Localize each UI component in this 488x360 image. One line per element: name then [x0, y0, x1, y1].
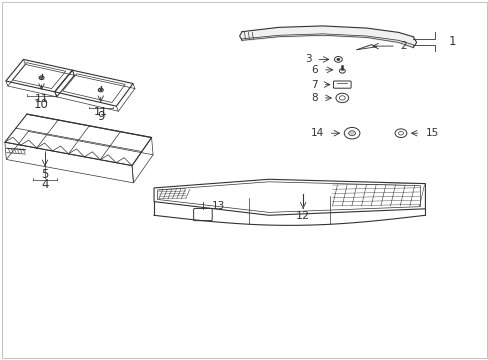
Circle shape — [41, 77, 42, 78]
Text: 4: 4 — [41, 178, 49, 191]
Text: 8: 8 — [310, 93, 317, 103]
Text: 11: 11 — [94, 107, 107, 117]
Text: 14: 14 — [310, 128, 323, 138]
Text: 11: 11 — [35, 94, 48, 104]
Text: 2: 2 — [399, 41, 406, 51]
Text: 1: 1 — [448, 35, 455, 48]
Text: 7: 7 — [310, 80, 317, 90]
Text: 3: 3 — [304, 54, 311, 64]
Text: 10: 10 — [34, 98, 49, 111]
Text: 13: 13 — [211, 201, 224, 211]
Text: 15: 15 — [425, 128, 438, 138]
Text: 12: 12 — [296, 211, 309, 221]
Circle shape — [336, 58, 339, 60]
Text: 5: 5 — [41, 168, 49, 181]
Circle shape — [348, 131, 355, 136]
Text: 9: 9 — [97, 110, 104, 123]
Text: 6: 6 — [310, 65, 317, 75]
Circle shape — [100, 89, 102, 91]
